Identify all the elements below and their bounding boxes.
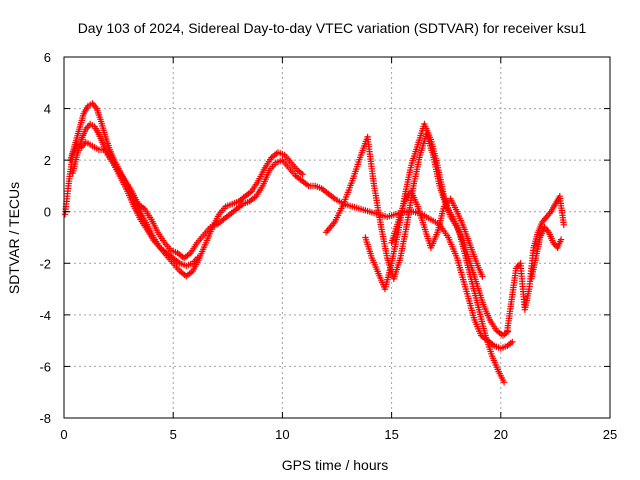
axis-tick-labels: 0 5 10 15 20 25 -8 -6 -4 -2 0 2 4 6 [39, 50, 617, 442]
grid [64, 57, 610, 418]
y-axis-label: SDTVAR / TECUs [6, 182, 22, 294]
plot-frame [63, 56, 611, 419]
x-tick-label: 5 [170, 427, 177, 442]
chart-title: Day 103 of 2024, Sidereal Day-to-day VTE… [78, 20, 587, 36]
y-tick-label: 2 [44, 153, 51, 168]
data-point [560, 221, 567, 228]
x-tick-label: 10 [275, 427, 289, 442]
y-tick-label: 4 [44, 102, 51, 117]
y-tick-label: 0 [44, 205, 51, 220]
data-point [479, 273, 486, 280]
data-point [557, 236, 565, 243]
data-point [299, 171, 306, 178]
y-tick-label: -2 [39, 256, 51, 271]
x-axis-label: GPS time / hours [282, 457, 389, 473]
x-tick-label: 25 [603, 427, 617, 442]
data-point [194, 254, 201, 261]
x-tick-label: 0 [60, 427, 67, 442]
y-tick-label: 6 [44, 50, 51, 65]
data-points [61, 100, 567, 386]
x-tick-label: 15 [384, 427, 398, 442]
y-tick-label: -8 [39, 411, 51, 426]
y-tick-label: -4 [39, 308, 51, 323]
data-point [500, 379, 508, 386]
axis-ticks [63, 56, 611, 419]
data-point [509, 338, 516, 346]
x-tick-label: 20 [494, 427, 508, 442]
y-tick-label: -6 [39, 359, 51, 374]
